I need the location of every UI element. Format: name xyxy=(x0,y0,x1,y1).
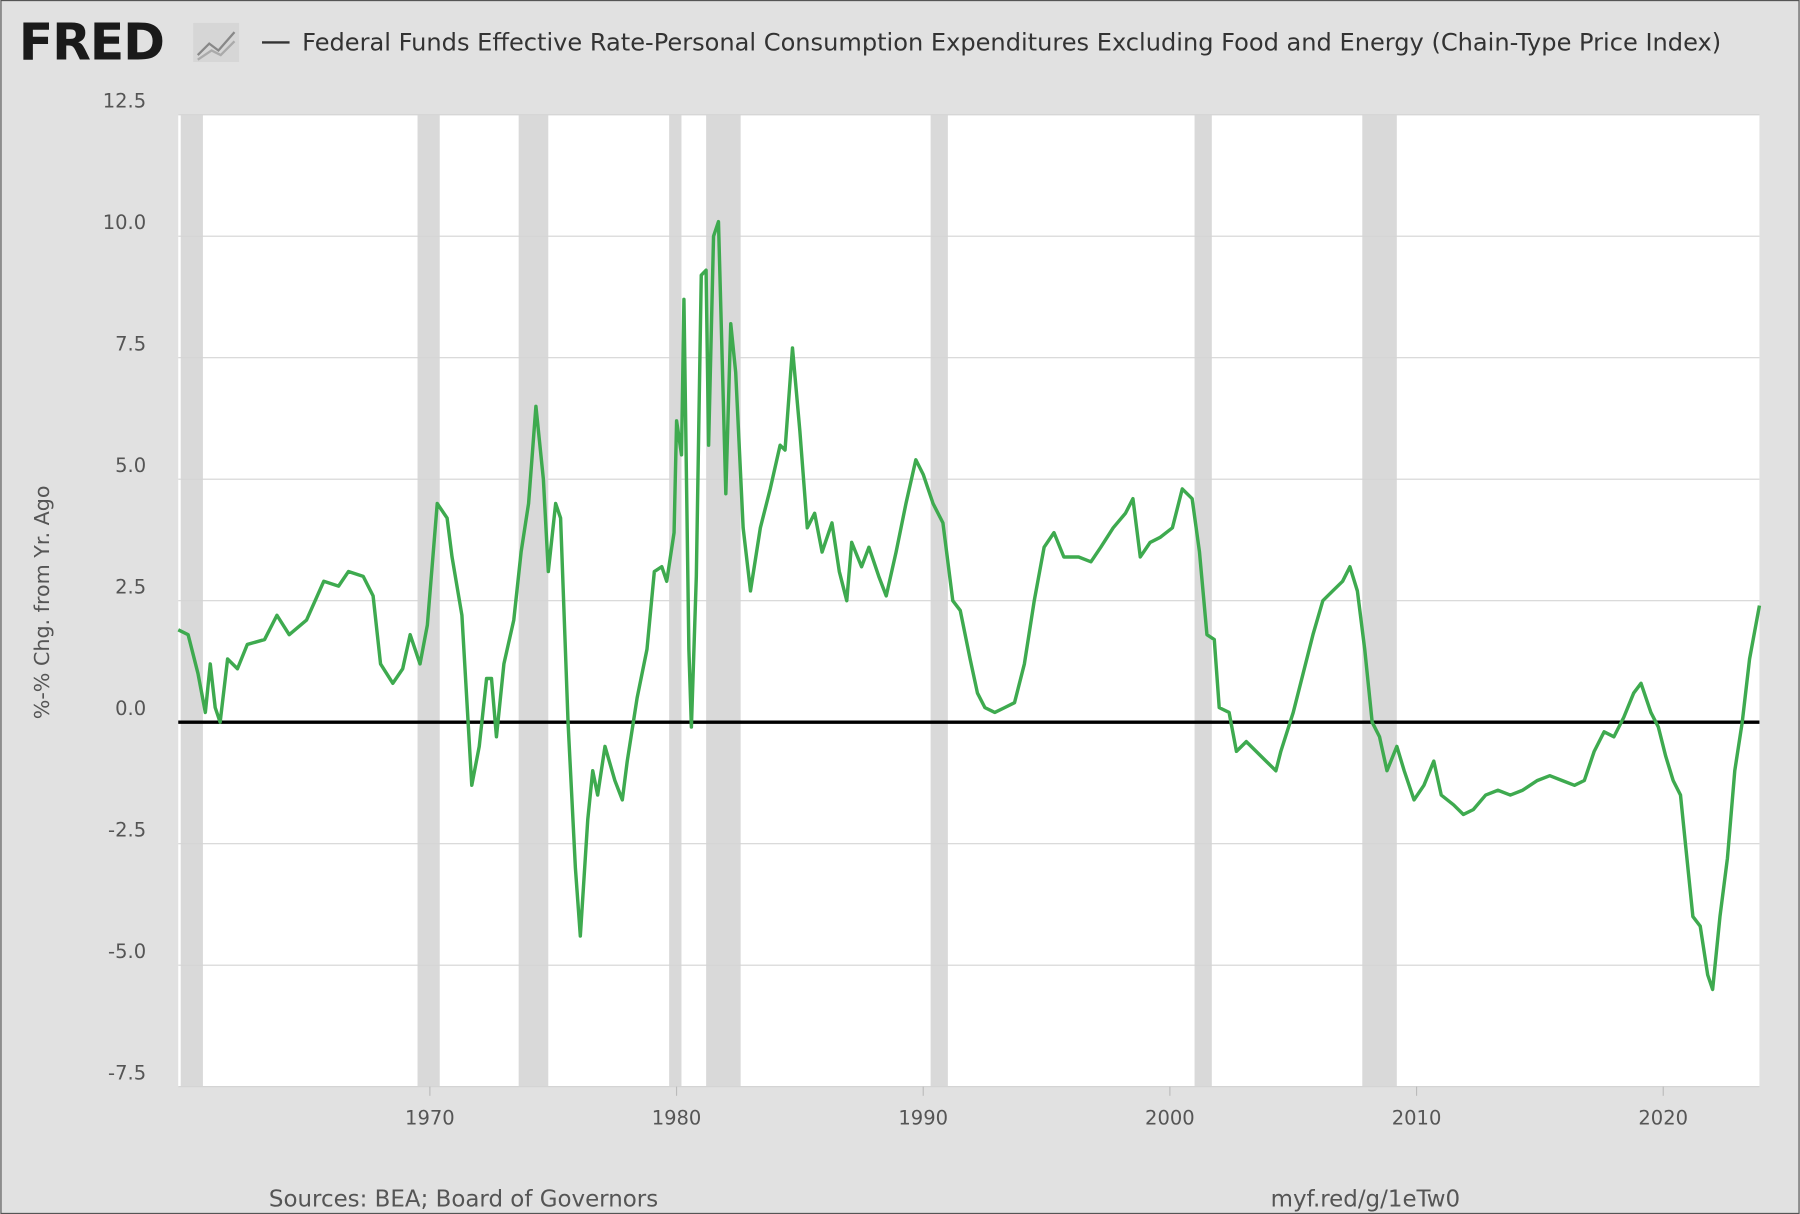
plot: -7.5 -5.0 -2.5 0.0 2.5 5.0 7.5 10.0 12.5 1970 1980… xyxy=(103,90,1762,1129)
x-tick-label: 1970 xyxy=(405,1106,455,1129)
y-tick-label: -2.5 xyxy=(108,819,146,842)
y-tick-label: 7.5 xyxy=(115,333,146,356)
logo: FRED xyxy=(19,12,164,71)
link[interactable]: myf.red/g/1eTw0 xyxy=(1271,1187,1461,1213)
x-tick-label: 1980 xyxy=(652,1106,702,1129)
y-tick-label: -7.5 xyxy=(108,1062,146,1085)
sources: Sources: BEA; Board of Governors xyxy=(269,1187,658,1213)
x-tick-label: 2010 xyxy=(1392,1106,1442,1129)
x-tick-label: 2020 xyxy=(1638,1106,1688,1129)
x-tick-label: 2000 xyxy=(1145,1106,1195,1129)
y-tick-label: 2.5 xyxy=(115,576,146,599)
y-tick-label: 5.0 xyxy=(115,454,146,477)
logo-icon xyxy=(193,22,240,62)
x-tick-label: 1990 xyxy=(898,1106,948,1129)
legend-label: Federal Funds Effective Rate-Personal Co… xyxy=(302,29,1721,57)
y-tick-label: -5.0 xyxy=(108,940,146,963)
y-tick-label: 0.0 xyxy=(115,697,146,720)
y-tick-label: 10.0 xyxy=(103,211,146,234)
y-axis-label: %-% Chg. from Yr. Ago xyxy=(30,486,54,720)
data-line xyxy=(177,219,1762,992)
y-tick-label: 12.5 xyxy=(103,90,146,113)
